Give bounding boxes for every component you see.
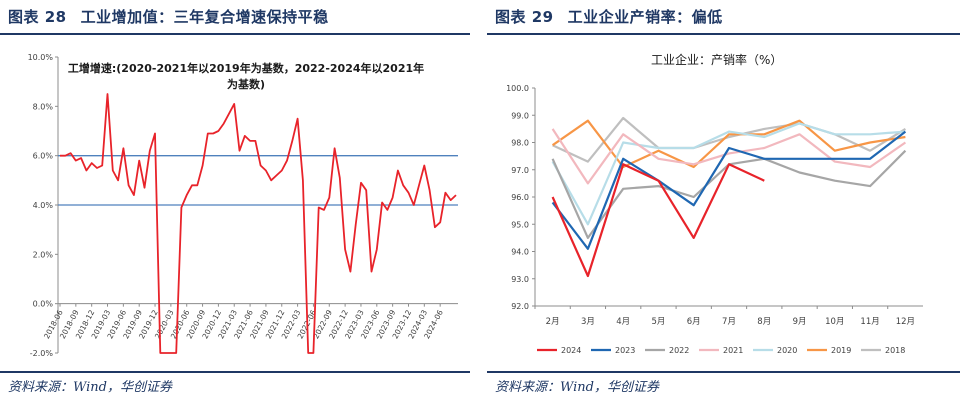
right-series-line-2024 [551,163,765,278]
left-figure-number: 图表 28 [8,8,67,26]
right-legend-label-2018: 2018 [885,346,905,355]
right-x-tick-label: 11月 [860,317,879,327]
right-figure-number: 图表 29 [495,8,554,26]
right-legend-label-2021: 2021 [723,346,743,355]
right-chart-title: 工业企业：产销率（%） [651,52,782,67]
right-legend-label-2019: 2019 [831,346,851,355]
right-series-line-2021 [551,128,907,185]
left-y-tick-label: 8.0% [33,102,54,111]
right-x-tick-label: 7月 [722,317,736,327]
left-y-tick-label: 0.0% [33,300,54,309]
left-chart-panel: 图表 28 工业增加值：三年复合增速保持平稳 -2.0% 0.0% 2.0% 4.0% 6… [0,0,470,403]
left-figure-title: 工业增加值：三年复合增速保持平稳 [80,8,329,26]
right-y-tick-label: 93.0 [511,275,529,284]
right-x-tick-label: 5月 [651,317,665,327]
right-x-tick-label: 12月 [896,317,915,327]
right-x-tick-label: 4月 [616,317,630,327]
right-legend-label-2020: 2020 [777,346,797,355]
right-y-tick-label: 97.0 [511,166,529,175]
left-title-rule [0,33,470,35]
right-y-tick-label: 98.0 [511,139,529,148]
left-y-tick-label: 2.0% [33,250,54,259]
right-y-tick-label: 94.0 [511,248,529,257]
right-y-tick-label: 100.0 [506,84,529,93]
right-x-tick-label: 9月 [793,317,807,327]
right-legend-label-2024: 2024 [561,346,581,355]
right-source-rule [487,371,960,373]
left-y-tick-label: 4.0% [33,201,54,210]
right-y-tick-label: 96.0 [511,193,529,202]
right-y-tick-label: 95.0 [511,220,529,229]
right-x-tick-label: 3月 [581,317,595,327]
right-series-line-2023 [551,130,907,250]
right-panel-title: 图表 29 工业企业产销率：偏低 [495,6,737,27]
right-x-tick-label: 2月 [546,317,560,327]
right-figure-title: 工业企业产销率：偏低 [567,8,723,26]
production-sales-ratio-chart: 工业企业：产销率（%） 92.0 93.0 94.0 95.0 96.0 97.0 98.0 9… [506,52,923,355]
right-series-line-2020 [551,122,906,226]
right-y-tick-label: 99.0 [511,111,529,120]
right-series-line-2018 [552,116,906,163]
left-growth-series-line [60,93,457,354]
left-source-rule [0,371,470,373]
left-source-note: 资料来源：Wind，华创证券 [8,380,172,395]
right-legend-label-2023: 2023 [615,346,635,355]
left-y-tick-label: -2.0% [30,349,54,358]
right-title-rule [487,33,960,35]
left-chart-title: 为基数) [227,77,265,91]
right-source-note: 资料来源：Wind，华创证券 [495,380,659,395]
industrial-value-added-chart: -2.0%0.0%2.0%4.0%6.0%8.0%10.0%2018-06201… [28,53,458,358]
right-legend-label-2022: 2022 [669,346,689,355]
right-x-tick-label: 8月 [757,317,771,327]
left-chart-title: 工增增速:(2020-2021年以2019年为基数，2022-2024年以202… [68,61,424,75]
left-panel-title: 图表 28 工业增加值：三年复合增速保持平稳 [8,6,343,27]
left-y-tick-label: 6.0% [33,152,54,161]
right-chart-panel: 图表 29 工业企业产销率：偏低 工业企业：产销率（%） 92.0 93.0 94.0 9… [487,0,960,403]
right-x-tick-label: 6月 [687,317,701,327]
left-y-tick-label: 10.0% [28,53,54,62]
right-x-tick-label: 10月 [825,317,844,327]
right-y-tick-label: 92.0 [511,302,529,311]
